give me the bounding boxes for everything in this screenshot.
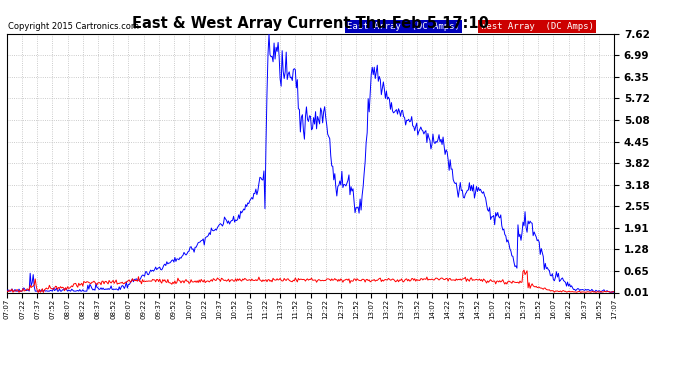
Text: East Array  (DC Amps): East Array (DC Amps)	[347, 22, 460, 31]
Text: Copyright 2015 Cartronics.com: Copyright 2015 Cartronics.com	[8, 22, 139, 31]
Text: West Array  (DC Amps): West Array (DC Amps)	[480, 22, 593, 31]
Title: East & West Array Current Thu Feb 5 17:10: East & West Array Current Thu Feb 5 17:1…	[132, 16, 489, 31]
